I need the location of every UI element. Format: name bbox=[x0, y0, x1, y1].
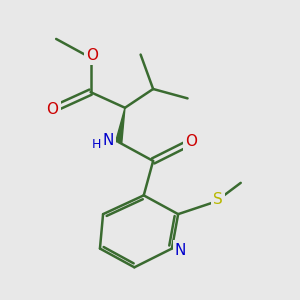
Text: S: S bbox=[213, 192, 223, 207]
Text: O: O bbox=[46, 102, 58, 117]
Text: O: O bbox=[185, 134, 197, 149]
Text: H: H bbox=[92, 138, 101, 151]
Text: N: N bbox=[102, 133, 113, 148]
Text: N: N bbox=[175, 243, 186, 258]
Polygon shape bbox=[116, 108, 125, 143]
Text: O: O bbox=[86, 48, 98, 63]
